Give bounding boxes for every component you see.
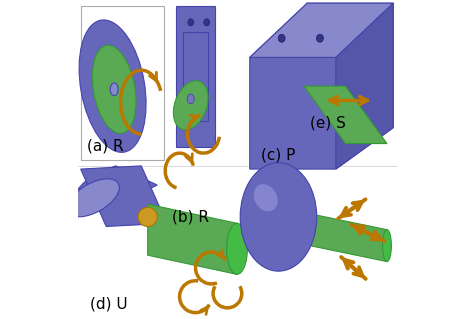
Ellipse shape xyxy=(79,20,146,152)
Polygon shape xyxy=(90,166,157,198)
Ellipse shape xyxy=(204,19,210,26)
Polygon shape xyxy=(81,166,167,226)
Polygon shape xyxy=(304,86,387,144)
Text: (a) R: (a) R xyxy=(87,138,124,153)
Ellipse shape xyxy=(227,223,247,274)
Ellipse shape xyxy=(74,167,132,209)
Ellipse shape xyxy=(383,230,392,262)
Ellipse shape xyxy=(240,163,317,271)
Ellipse shape xyxy=(173,81,208,130)
Ellipse shape xyxy=(68,179,119,217)
Polygon shape xyxy=(250,3,393,57)
Ellipse shape xyxy=(317,34,323,42)
Ellipse shape xyxy=(188,19,193,26)
Ellipse shape xyxy=(254,184,278,211)
Ellipse shape xyxy=(138,207,157,226)
Ellipse shape xyxy=(110,83,118,96)
Text: (c) P: (c) P xyxy=(261,148,295,163)
Text: (e) S: (e) S xyxy=(310,116,346,131)
Text: (d) U: (d) U xyxy=(90,296,128,311)
Ellipse shape xyxy=(92,45,136,133)
Polygon shape xyxy=(250,3,393,169)
Bar xyxy=(81,6,164,160)
Polygon shape xyxy=(148,204,237,274)
Text: (b) R: (b) R xyxy=(172,210,209,225)
Polygon shape xyxy=(336,3,393,169)
Polygon shape xyxy=(294,211,387,262)
Ellipse shape xyxy=(187,94,194,104)
Polygon shape xyxy=(176,6,215,147)
Ellipse shape xyxy=(291,211,304,242)
Ellipse shape xyxy=(278,34,285,42)
